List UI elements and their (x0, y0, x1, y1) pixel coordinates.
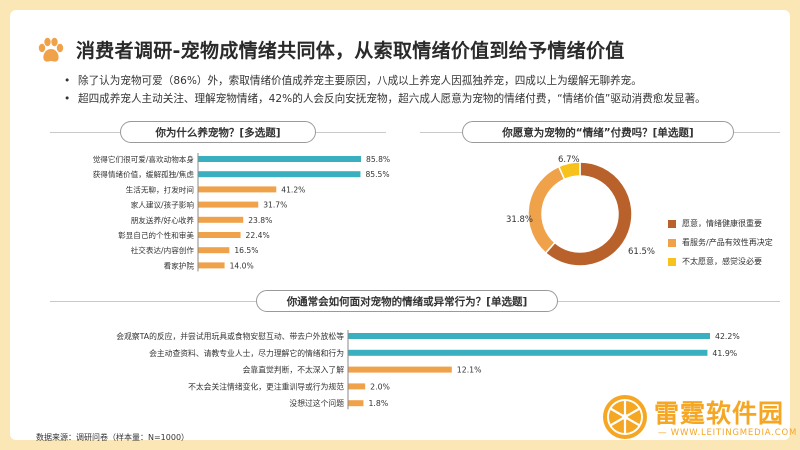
value-label: 42.2% (715, 332, 740, 341)
bar (198, 171, 361, 178)
category-label: 家人建议/孩子影响 (131, 200, 195, 210)
slice-value-label: 6.7% (558, 155, 580, 165)
value-label: 1.8% (368, 399, 388, 408)
value-label: 12.1% (457, 366, 482, 375)
chart3-title: 你通常会如何面对宠物的情绪或异常行为？[单选题] (256, 290, 558, 312)
category-label: 社交表达/内容创作 (131, 245, 195, 255)
bar (348, 333, 710, 339)
bar (198, 201, 259, 208)
value-label: 31.7% (263, 201, 287, 210)
legend-label: 愿意，情绪健康很重要 (682, 219, 762, 228)
bar (348, 383, 366, 390)
donut-slice (544, 161, 633, 267)
legend-swatch (668, 238, 676, 247)
slice-value-label: 61.5% (628, 247, 655, 257)
summary-bullet: 超四成养宠人主动关注、理解宠物情绪，42%的人会反向安抚宠物，超六成人愿意为宠物… (64, 90, 784, 108)
category-label: 觉得它们很可爱/喜欢动物本身 (93, 154, 195, 164)
value-label: 85.5% (365, 170, 389, 179)
value-label: 22.4% (246, 231, 270, 240)
value-label: 41.2% (281, 185, 305, 194)
category-label: 会靠直觉判断，不太深入了解 (243, 365, 345, 375)
bar (198, 247, 230, 254)
value-label: 2.0% (370, 382, 390, 391)
category-label: 看家护院 (164, 260, 195, 270)
bar (348, 366, 452, 373)
legend-item: 愿意，情绪健康很重要 (668, 214, 773, 233)
chart1-title: 你为什么养宠物？[多选题] (120, 121, 316, 143)
slice-value-label: 31.8% (506, 215, 533, 225)
summary-bullets: 除了认为宠物可爱（86%）外，索取情绪价值成养宠主要原因，八成以上养宠人因孤独养… (64, 72, 784, 108)
category-label: 生活无聊，打发时间 (126, 184, 194, 194)
legend-item: 看服务/产品有效性再决定 (668, 233, 773, 252)
chart2-title: 你愿意为宠物的“情绪”付费吗？[单选题] (462, 121, 734, 143)
category-label: 会主动查资料、请教专业人士，尽力理解它的情绪和行为 (149, 348, 344, 358)
value-label: 23.8% (248, 216, 272, 225)
category-label: 获得情绪价值，缓解孤独/焦虑 (93, 169, 195, 179)
category-label: 不太会关注情绪变化，更注重训导或行为规范 (188, 381, 344, 391)
pay-donut-chart: 61.5% 31.8% 6.7% (506, 155, 655, 267)
donut-slice (557, 161, 581, 181)
value-label: 85.8% (366, 155, 390, 164)
data-source: 数据来源：调研问卷（样本量：N=1000） (36, 433, 190, 442)
legend-label: 看服务/产品有效性再决定 (682, 238, 773, 247)
donut-legend: 愿意，情绪健康很重要看服务/产品有效性再决定 不太愿意，感觉没必要 (668, 214, 773, 271)
bar (198, 156, 362, 162)
bar (348, 400, 364, 407)
value-label: 14.0% (230, 261, 254, 270)
legend-swatch (668, 257, 676, 266)
category-label: 会观察TA的反应，并尝试用玩具或食物安慰互动、带去户外放松等 (116, 331, 344, 341)
behavior-bar-chart: 会观察TA的反应，并尝试用玩具或食物安慰互动、带去户外放松等 42.2% 会主动查资… (116, 330, 740, 410)
bar (198, 232, 241, 238)
bar (348, 349, 708, 356)
page-title: 消费者调研-宠物成情绪共同体，从索取情绪价值到给予情绪价值 (76, 40, 625, 62)
value-label: 16.5% (234, 246, 258, 255)
category-label: 没想过这个问题 (289, 398, 344, 408)
value-label: 41.9% (712, 349, 737, 358)
brand-url: — WWW.LEITINGMEDIA.COM — (658, 428, 800, 438)
paw-icon (38, 37, 64, 62)
legend-label: 不太愿意，感觉没必要 (682, 257, 762, 266)
bar (198, 186, 277, 193)
category-label: 朋友送养/好心收养 (131, 215, 195, 225)
reason-bar-chart: 觉得它们很可爱/喜欢动物本身 85.8% 获得情绪价值，缓解孤独/焦虑 85.5% 生活… (93, 153, 390, 272)
donut-slice (527, 165, 566, 255)
brand-name: 雷霆软件园 (654, 399, 785, 428)
brand-logo: 雷霆软件园 — WWW.LEITINGMEDIA.COM — (602, 392, 800, 448)
legend-item: 不太愿意，感觉没必要 (668, 252, 773, 271)
summary-bullet: 除了认为宠物可爱（86%）外，索取情绪价值成养宠主要原因，八成以上养宠人因孤独养… (64, 72, 784, 90)
bar (198, 216, 244, 223)
category-label: 彰显自己的个性和审美 (118, 230, 194, 240)
orange-slice-logo-icon (603, 395, 647, 439)
bar (198, 262, 225, 269)
legend-swatch (668, 219, 676, 228)
